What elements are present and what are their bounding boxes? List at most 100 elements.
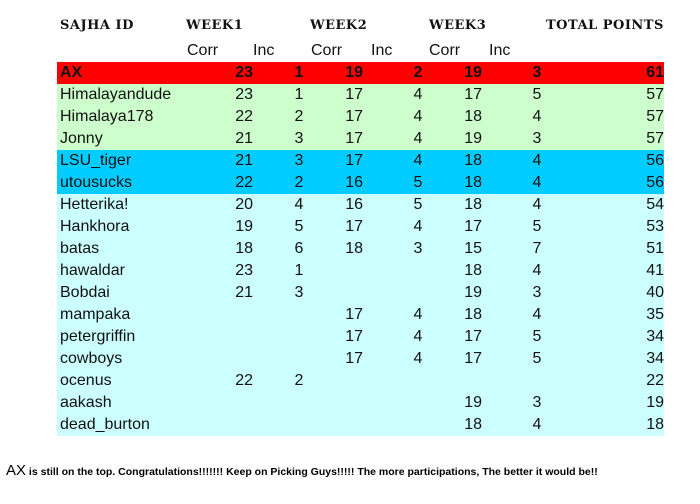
cell-w3i: 4 <box>532 196 542 213</box>
cell-w3c: 18 <box>464 262 482 279</box>
table-row: petergriffin 17 4 17 5 34 <box>57 326 664 348</box>
table-row: Hankhora 19 5 17 4 17 5 53 <box>57 216 664 238</box>
table-row: mampaka 17 4 18 4 35 <box>57 304 664 326</box>
cell-total: 56 <box>646 152 664 169</box>
cell-w1i: 1 <box>294 86 304 103</box>
cell-w2i: 4 <box>413 328 423 345</box>
cell-w3c: 18 <box>464 306 482 323</box>
table-row: hawaldar 23 1 18 4 41 <box>57 260 664 282</box>
cell-w1c: 19 <box>235 218 253 235</box>
cell-name: Hankhora <box>60 218 130 235</box>
table-row: batas 18 6 18 3 15 7 51 <box>57 238 664 260</box>
cell-name: Hetterika! <box>60 196 129 213</box>
table-row: aakash 19 3 19 <box>57 392 664 414</box>
header-week2: WEEK2 <box>310 18 368 33</box>
cell-w1i: 3 <box>294 284 304 301</box>
cell-w3c: 19 <box>464 394 482 411</box>
cell-w1c: 22 <box>235 108 253 125</box>
table-row: utousucks 22 2 16 5 18 4 56 <box>57 172 664 194</box>
cell-w3i: 4 <box>532 174 542 191</box>
cell-name: hawaldar <box>60 262 125 279</box>
cell-w3c: 18 <box>464 174 482 191</box>
cell-total: 19 <box>646 394 664 411</box>
footer-leader: AX <box>6 462 27 479</box>
cell-total: 53 <box>646 218 664 235</box>
cell-w2c: 19 <box>345 64 363 81</box>
cell-w1c: 22 <box>235 372 253 389</box>
header-sajha-id: SAJHA ID <box>60 18 134 33</box>
cell-w1c: 23 <box>235 262 253 279</box>
cell-w2i: 5 <box>413 196 423 213</box>
cell-total: 40 <box>646 284 664 301</box>
cell-w1c: 21 <box>235 284 253 301</box>
cell-w2c: 17 <box>345 328 363 345</box>
cell-w1i: 6 <box>294 240 304 257</box>
cell-w1i: 3 <box>294 130 304 147</box>
cell-w3i: 4 <box>532 416 542 433</box>
cell-name: petergriffin <box>60 328 136 345</box>
cell-w1i: 5 <box>294 218 304 235</box>
cell-w3c: 18 <box>464 152 482 169</box>
cell-w3c: 15 <box>464 240 482 257</box>
cell-w1c: 20 <box>235 196 253 213</box>
cell-w3c: 17 <box>464 86 482 103</box>
cell-w3i: 4 <box>532 152 542 169</box>
cell-w1i: 1 <box>294 262 304 279</box>
cell-name: Jonny <box>60 130 103 147</box>
cell-w2i: 4 <box>413 108 423 125</box>
cell-w3i: 5 <box>532 86 542 103</box>
cell-name: aakash <box>60 394 112 411</box>
cell-w3c: 17 <box>464 350 482 367</box>
table-row: Jonny 21 3 17 4 19 3 57 <box>57 128 664 150</box>
cell-name: cowboys <box>60 350 123 367</box>
footer-text: is still on the top. Congratulations!!!!… <box>26 466 598 478</box>
cell-name: LSU_tiger <box>60 152 132 169</box>
cell-w3i: 3 <box>532 394 542 411</box>
table-row: AX 23 1 19 2 19 3 61 <box>57 62 664 84</box>
cell-w3i: 5 <box>532 328 542 345</box>
cell-w1c: 23 <box>235 64 253 81</box>
cell-w1i: 1 <box>294 64 304 81</box>
cell-total: 57 <box>646 86 664 103</box>
cell-total: 54 <box>646 196 664 213</box>
cell-w2c: 17 <box>345 86 363 103</box>
cell-w3i: 3 <box>532 284 542 301</box>
cell-w3i: 4 <box>532 306 542 323</box>
table-row: Hetterika! 20 4 16 5 18 4 54 <box>57 194 664 216</box>
cell-total: 57 <box>646 130 664 147</box>
cell-w2c: 17 <box>345 350 363 367</box>
cell-w3i: 5 <box>532 350 542 367</box>
cell-w2i: 5 <box>413 174 423 191</box>
cell-name: ocenus <box>60 372 112 389</box>
cell-total: 18 <box>646 416 664 433</box>
cell-name: batas <box>60 240 100 257</box>
cell-total: 56 <box>646 174 664 191</box>
cell-w1i: 2 <box>294 372 304 389</box>
cell-w3c: 17 <box>464 328 482 345</box>
cell-name: Bobdai <box>60 284 110 301</box>
cell-w1c: 21 <box>235 130 253 147</box>
cell-total: 34 <box>646 328 664 345</box>
cell-w1i: 4 <box>294 196 304 213</box>
cell-name: Himalaya178 <box>60 108 154 125</box>
cell-w1c: 18 <box>235 240 253 257</box>
cell-w3i: 5 <box>532 218 542 235</box>
cell-w1c: 22 <box>235 174 253 191</box>
cell-name: Himalayandude <box>60 86 172 103</box>
cell-w2c: 17 <box>345 108 363 125</box>
cell-total: 61 <box>646 64 664 81</box>
cell-w3i: 7 <box>532 240 542 257</box>
table-row: Bobdai 21 3 19 3 40 <box>57 282 664 304</box>
subheader-week3-corr: Corr <box>429 42 461 59</box>
cell-w3c: 19 <box>464 64 482 81</box>
cell-name: AX <box>60 64 83 81</box>
cell-w1c: 23 <box>235 86 253 103</box>
cell-w2c: 18 <box>345 240 363 257</box>
cell-w3c: 18 <box>464 196 482 213</box>
cell-w2c: 16 <box>345 174 363 191</box>
header-week1: WEEK1 <box>186 18 244 33</box>
cell-w2i: 4 <box>413 86 423 103</box>
table-row: cowboys 17 4 17 5 34 <box>57 348 664 370</box>
cell-w3i: 3 <box>532 130 542 147</box>
cell-w3i: 3 <box>532 64 542 81</box>
